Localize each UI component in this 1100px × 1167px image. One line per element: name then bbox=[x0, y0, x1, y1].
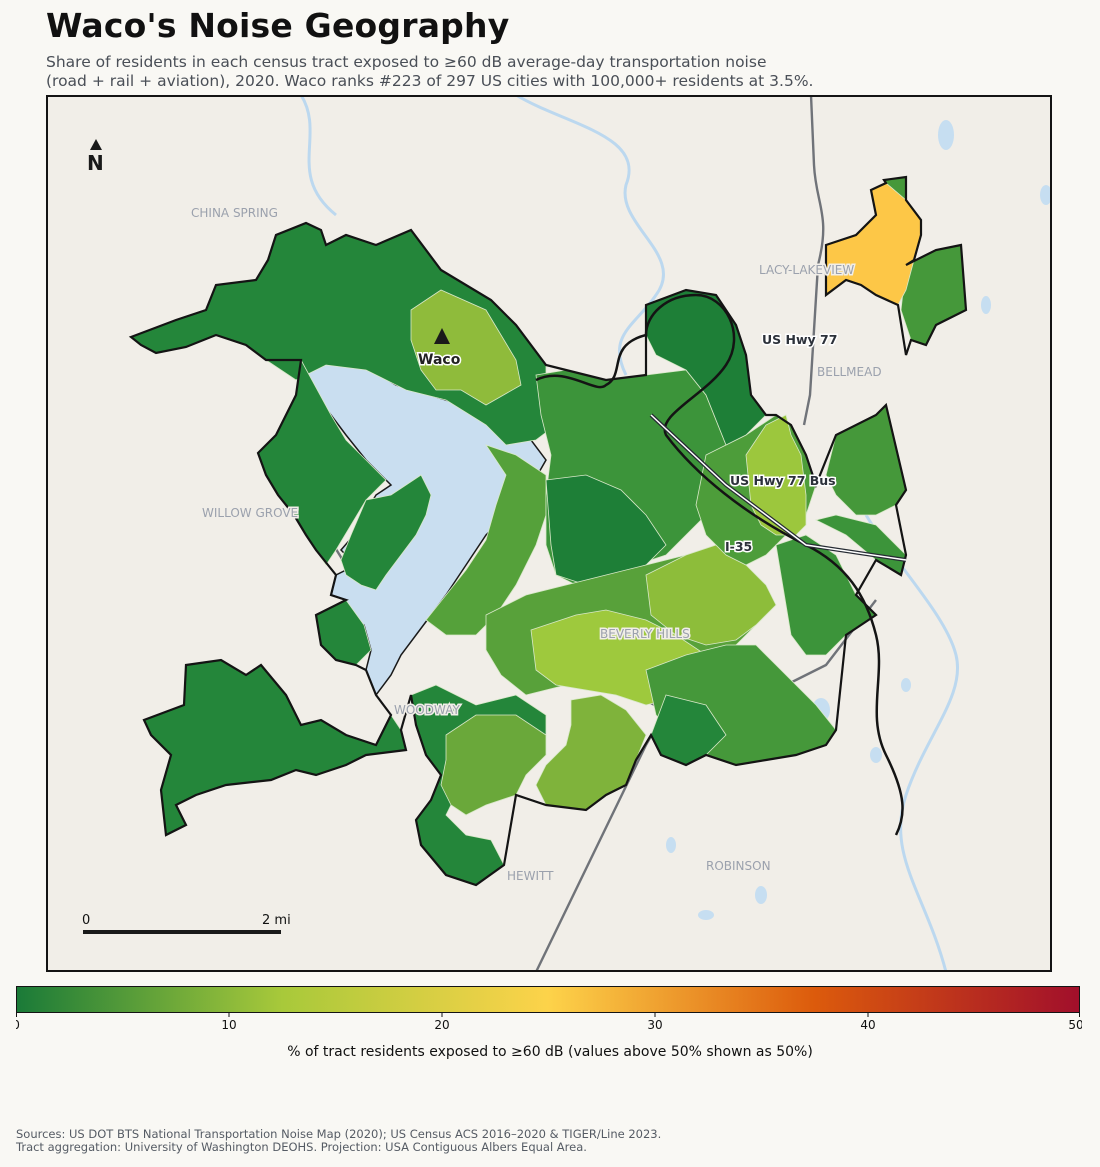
map-frame bbox=[46, 95, 1052, 972]
label-china-spring: CHINA SPRING bbox=[191, 206, 278, 220]
map-title: Waco's Noise Geography bbox=[46, 6, 510, 45]
census-tracts bbox=[130, 176, 967, 886]
river-north bbox=[515, 95, 665, 376]
label-lacy-lakeview: LACY-LAKEVIEW bbox=[759, 263, 854, 277]
tract-waco-highlight bbox=[410, 289, 522, 406]
label-us-hwy-77-bus: US Hwy 77 Bus bbox=[730, 473, 836, 488]
label-hewitt: HEWITT bbox=[507, 869, 554, 883]
label-us-hwy-77: US Hwy 77 bbox=[762, 332, 837, 347]
tract-west-peninsula bbox=[340, 474, 432, 591]
road-us-77-north bbox=[802, 95, 825, 426]
lacy-lakeview-boundary bbox=[824, 175, 968, 356]
tract-river-light bbox=[645, 544, 777, 646]
scale-bar-start: 0 bbox=[82, 913, 90, 928]
sources-line-1: Sources: US DOT BTS National Transportat… bbox=[16, 1127, 662, 1141]
lake-waco bbox=[299, 354, 547, 697]
ponds bbox=[666, 120, 1052, 920]
tract-east-far bbox=[775, 534, 877, 656]
subtitle-line-2: (road + rail + aviation), 2020. Waco ran… bbox=[46, 72, 814, 90]
label-woodway: WOODWAY bbox=[394, 703, 460, 717]
river-lines bbox=[299, 95, 959, 972]
scale-bar bbox=[83, 930, 281, 934]
sources-line-2: Tract aggregation: University of Washing… bbox=[16, 1140, 587, 1154]
map-subtitle: Share of residents in each census tract … bbox=[46, 53, 1046, 91]
river-nw bbox=[299, 95, 337, 217]
colorbar-tick-50: 50 bbox=[1068, 1018, 1082, 1030]
subtitle-line-1: Share of residents in each census tract … bbox=[46, 53, 767, 71]
colorbar: 0 10 20 30 40 50 bbox=[16, 986, 1082, 1030]
colorbar-label: % of tract residents exposed to ≥60 dB (… bbox=[287, 1044, 813, 1060]
sources-note: Sources: US DOT BTS National Transportat… bbox=[16, 1128, 661, 1154]
city-boundary bbox=[128, 221, 908, 887]
colorbar-tick-0: 0 bbox=[16, 1018, 20, 1030]
north-label: N bbox=[87, 151, 104, 175]
scale-bar-end: 2 mi bbox=[262, 913, 291, 928]
label-bellmead: BELLMEAD bbox=[817, 365, 882, 379]
noise-map[interactable]: CHINA SPRING LACY-LAKEVIEW BELLMEAD WILL… bbox=[46, 95, 1052, 972]
colorbar-tick-40: 40 bbox=[860, 1018, 875, 1030]
label-beverly-hills: BEVERLY HILLS bbox=[600, 627, 690, 641]
colorbar-ticks bbox=[16, 1013, 1080, 1017]
label-willow-grove: WILLOW GROVE bbox=[202, 506, 298, 520]
colorbar-tick-20: 20 bbox=[434, 1018, 449, 1030]
label-i-35: I-35 bbox=[725, 539, 752, 554]
triangle-icon bbox=[434, 328, 450, 344]
tract-hwy77-bus bbox=[745, 414, 807, 536]
label-waco: Waco bbox=[418, 352, 461, 368]
label-robinson: ROBINSON bbox=[706, 859, 771, 873]
colorbar-tick-30: 30 bbox=[647, 1018, 662, 1030]
river-east bbox=[864, 514, 959, 972]
colorbar-ramp bbox=[16, 986, 1080, 1013]
colorbar-tick-10: 10 bbox=[221, 1018, 236, 1030]
north-arrow-icon bbox=[90, 139, 102, 150]
